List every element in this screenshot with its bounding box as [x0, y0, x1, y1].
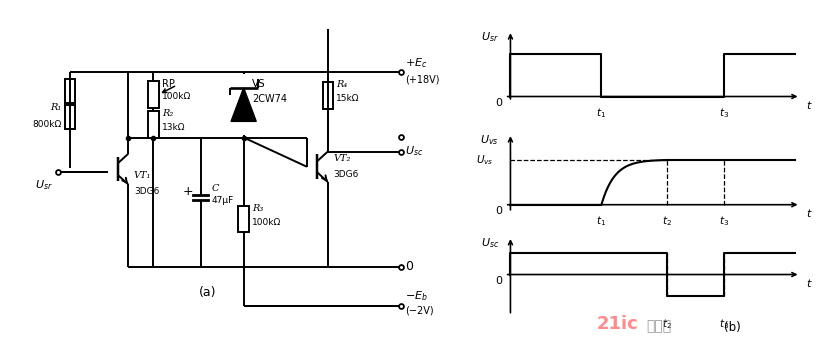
Text: 0: 0 [495, 206, 502, 216]
Text: VT₂: VT₂ [334, 154, 351, 163]
Text: 100kΩ: 100kΩ [162, 92, 191, 102]
Text: $t_3$: $t_3$ [719, 215, 729, 228]
Text: $t_1$: $t_1$ [596, 106, 606, 120]
Text: $U_{sr}$: $U_{sr}$ [35, 178, 53, 192]
Text: $t_3$: $t_3$ [719, 318, 729, 331]
Text: 47μF: 47μF [211, 196, 234, 205]
Text: $t_2$: $t_2$ [662, 318, 671, 331]
Bar [148, 81, 158, 108]
Text: 800kΩ: 800kΩ [33, 120, 62, 129]
Polygon shape [231, 88, 256, 121]
Text: RP: RP [162, 79, 175, 89]
Bar [239, 206, 249, 232]
Text: (−2V): (−2V) [405, 305, 434, 315]
Text: $t_2$: $t_2$ [662, 215, 671, 228]
Text: $t$: $t$ [806, 207, 813, 219]
Text: 电子网: 电子网 [646, 319, 671, 333]
Text: 100kΩ: 100kΩ [252, 218, 281, 227]
Bar [65, 79, 75, 105]
Text: $-E_b$: $-E_b$ [405, 289, 428, 303]
Text: 21ic: 21ic [596, 315, 638, 333]
Text: C: C [211, 184, 219, 193]
Text: R₃: R₃ [252, 204, 264, 213]
Text: $U_{vs}$: $U_{vs}$ [480, 133, 499, 147]
Bar [323, 82, 333, 108]
Text: +: + [183, 185, 193, 198]
Text: $U_{vs}$: $U_{vs}$ [476, 153, 494, 167]
Text: 3DG6: 3DG6 [334, 170, 359, 179]
Text: 3DG6: 3DG6 [133, 187, 159, 196]
Text: VT₁: VT₁ [133, 171, 151, 180]
Text: $U_{sr}$: $U_{sr}$ [481, 31, 499, 44]
Text: 0: 0 [495, 276, 502, 286]
Bar [148, 111, 158, 138]
Text: 2CW74: 2CW74 [252, 94, 287, 104]
Text: 0: 0 [495, 98, 502, 108]
Text: (a): (a) [199, 286, 217, 299]
Text: $t_3$: $t_3$ [719, 106, 729, 120]
Text: 13kΩ: 13kΩ [162, 123, 185, 132]
Text: R₂: R₂ [162, 109, 173, 118]
Text: $U_{sc}$: $U_{sc}$ [405, 145, 424, 158]
Text: R₁: R₁ [50, 103, 62, 111]
Text: (b): (b) [724, 321, 741, 334]
Text: (+18V): (+18V) [405, 74, 440, 84]
Text: $t$: $t$ [806, 99, 813, 111]
Text: $t$: $t$ [806, 277, 813, 289]
Bar [65, 103, 75, 129]
Text: VS: VS [252, 79, 266, 88]
Text: $t_1$: $t_1$ [596, 215, 606, 228]
Text: 15kΩ: 15kΩ [336, 94, 359, 103]
Text: R₄: R₄ [336, 81, 348, 90]
Text: $+E_c$: $+E_c$ [405, 56, 428, 70]
Text: 0: 0 [405, 260, 414, 273]
Text: $U_{sc}$: $U_{sc}$ [480, 236, 499, 250]
